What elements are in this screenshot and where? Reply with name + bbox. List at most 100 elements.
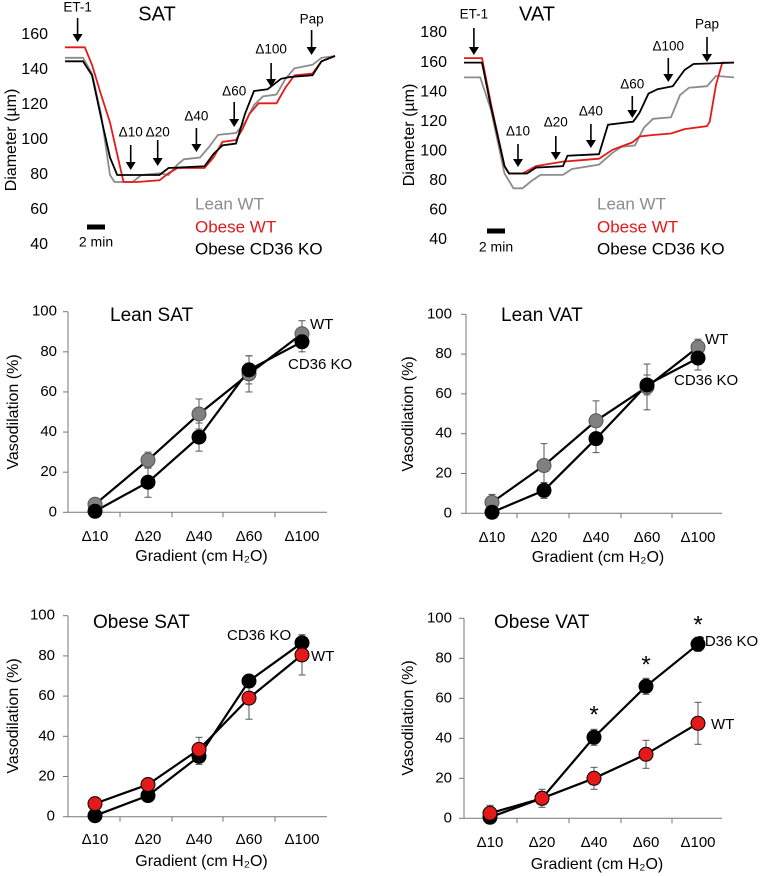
- chart-obese-sat: 0 20 40 60 80 100 Δ10 Δ20 Δ40 Δ60 Δ100 Gradient (cm…: [5, 607, 334, 871]
- y-tick-label: 80: [435, 345, 452, 362]
- data-point: [241, 690, 257, 706]
- data-point: [536, 458, 552, 474]
- series-wt: [91, 634, 306, 807]
- x-tick-label: Δ60: [633, 834, 660, 851]
- x-tick-label: Δ20: [135, 528, 162, 545]
- y-tick-label: 0: [49, 503, 57, 520]
- x-tick-label: Δ10: [82, 831, 109, 848]
- series-line: [94, 654, 303, 805]
- annotation-arrow-head: [306, 47, 317, 55]
- y-tick-label: 20: [435, 769, 452, 786]
- x-tick-label: Δ60: [236, 528, 263, 545]
- trace-line-obese-wt: [65, 46, 336, 183]
- y-tick-label: 20: [435, 464, 452, 481]
- data-point: [536, 482, 552, 498]
- y-tick-label: 60: [40, 383, 57, 400]
- annotation-label: ET-1: [460, 7, 489, 22]
- series-label: CD36 KO: [288, 356, 352, 373]
- y-tick-label: 0: [47, 808, 55, 825]
- data-point: [586, 770, 602, 786]
- annotation-label: Δ40: [184, 109, 208, 124]
- data-point: [586, 729, 602, 745]
- data-point: [638, 746, 654, 762]
- y-tick-label: 0: [444, 809, 452, 826]
- y-tick-label: 140: [420, 83, 447, 100]
- y-axis-label: Vasodilation (%): [400, 660, 417, 775]
- series-label: WT: [311, 648, 334, 665]
- x-tick-label: Δ20: [529, 834, 556, 851]
- panel-title: SAT: [138, 3, 175, 25]
- significance-marker: *: [641, 651, 650, 678]
- y-tick-label: 0: [444, 504, 452, 521]
- annotation-label: Δ40: [579, 104, 603, 119]
- annotation-label: Pap: [300, 12, 324, 27]
- chart-title: Obese VAT: [494, 612, 590, 633]
- y-axis-label: Vasodilation (%): [400, 356, 417, 471]
- x-tick-label: Δ100: [284, 528, 319, 545]
- y-tick-label: 160: [420, 54, 447, 71]
- trace-panel-vat: VAT 40 60 80 100 120 140 160 180 Diameter (µm) Lea…: [401, 3, 735, 258]
- data-point: [191, 741, 207, 757]
- significance-marker: *: [589, 701, 598, 728]
- annotation-label: Pap: [695, 17, 719, 32]
- series-label: CD36 KO: [227, 627, 291, 644]
- x-axis-label: Gradient (cm H₂O): [135, 853, 267, 870]
- data-point: [191, 406, 207, 422]
- y-tick-label: 80: [435, 649, 452, 666]
- series-label: CD36 KO: [694, 633, 758, 650]
- annotation-label: ET-1: [63, 0, 92, 15]
- y-tick-label: 60: [429, 202, 447, 219]
- annotation-label: Δ20: [544, 115, 568, 130]
- x-axis-label: Gradient (cm H₂O): [532, 549, 664, 566]
- series-label: WT: [310, 316, 333, 333]
- legend-entry: Obese CD36 KO: [195, 239, 323, 258]
- annotation-arrow-head: [663, 74, 674, 82]
- y-tick-label: 40: [30, 236, 48, 253]
- y-tick-label: 20: [40, 463, 57, 480]
- data-point: [690, 636, 706, 652]
- scale-bar: [87, 224, 105, 230]
- y-tick-label: 100: [427, 305, 452, 322]
- y-tick-label: 80: [38, 647, 55, 664]
- annotation-label: Δ10: [506, 124, 530, 139]
- y-tick-label: 180: [420, 24, 447, 41]
- data-point: [241, 673, 257, 689]
- y-tick-label: 120: [420, 113, 447, 130]
- significance-marker: *: [693, 611, 702, 638]
- legend-entry: Lean WT: [195, 194, 264, 213]
- annotation-label: Δ60: [620, 77, 644, 92]
- data-point: [484, 504, 500, 520]
- chart-obese-vat: 0 20 40 60 80 100 Δ10 Δ20 Δ40 Δ60 Δ100 Gradient (cm…: [400, 609, 758, 873]
- y-tick-label: 80: [429, 172, 447, 189]
- x-tick-label: Δ100: [284, 831, 319, 848]
- y-axis-label: Vasodilation (%): [5, 354, 22, 469]
- data-point: [690, 715, 706, 731]
- series-label: WT: [705, 331, 728, 348]
- y-tick-label: 40: [435, 425, 452, 442]
- data-point: [140, 452, 156, 468]
- x-tick-label: Δ10: [477, 834, 504, 851]
- annotation-arrow-head: [702, 54, 712, 62]
- data-point: [588, 413, 604, 429]
- y-tick-label: 100: [32, 303, 57, 320]
- x-tick-label: Δ40: [583, 529, 610, 546]
- y-axis-label: Diameter (µm): [401, 84, 418, 187]
- panel-title: VAT: [519, 3, 555, 25]
- x-tick-label: Δ60: [236, 831, 263, 848]
- data-point: [482, 805, 498, 821]
- y-tick-label: 60: [30, 201, 48, 218]
- data-point: [690, 350, 706, 366]
- y-axis-label: Vasodilation (%): [5, 658, 22, 773]
- series-line: [94, 641, 303, 817]
- x-tick-label: Δ100: [680, 529, 715, 546]
- y-tick-label: 100: [420, 143, 447, 160]
- y-tick-label: 80: [40, 343, 57, 360]
- series-label: CD36 KO: [674, 372, 738, 389]
- legend-entry: Obese WT: [195, 217, 276, 236]
- data-point: [639, 377, 655, 393]
- annotation-arrow-head: [266, 79, 277, 87]
- x-tick-label: Δ40: [186, 831, 213, 848]
- y-tick-label: 60: [38, 687, 55, 704]
- x-tick-label: Δ40: [581, 834, 608, 851]
